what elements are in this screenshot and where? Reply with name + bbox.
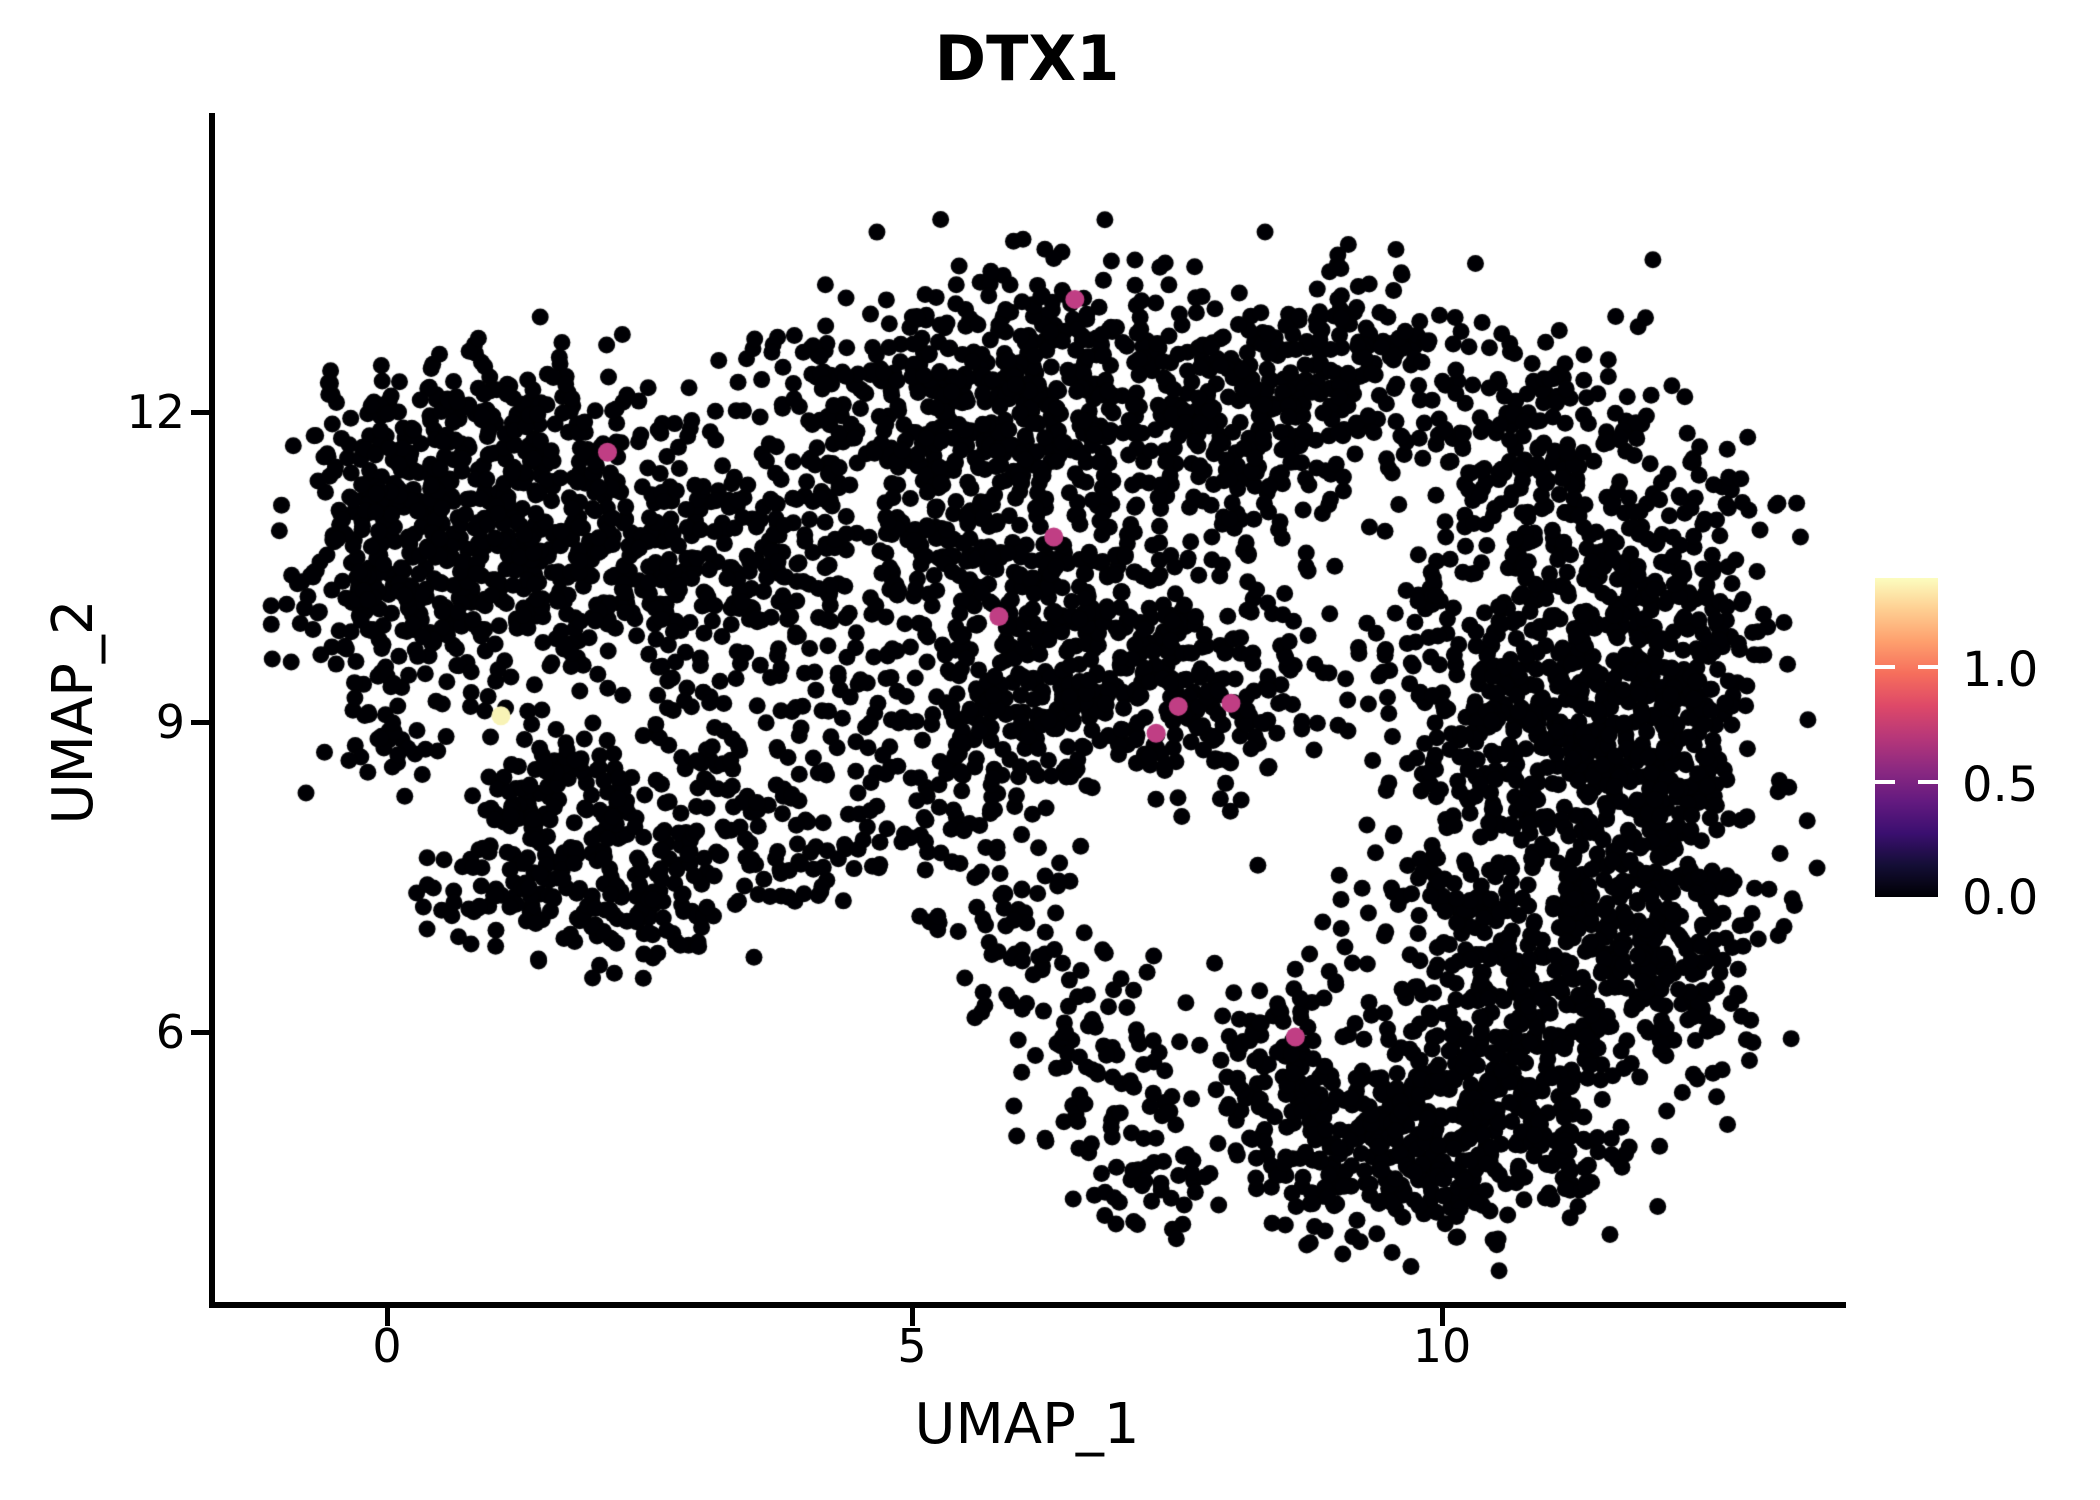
colorbar-label-1.0: 1.0 bbox=[1962, 642, 2039, 698]
x-tick-label-10: 10 bbox=[1412, 1319, 1472, 1373]
y-tickmark-12 bbox=[191, 410, 210, 415]
y-axis-line bbox=[209, 113, 215, 1308]
colorbar-gradient bbox=[1875, 578, 1938, 897]
x-tick-label-5: 5 bbox=[897, 1319, 927, 1373]
colorbar-tick-0.5-right bbox=[1918, 780, 1938, 784]
x-tickmark-5 bbox=[910, 1307, 915, 1326]
colorbar-tick-1.0-right bbox=[1918, 665, 1938, 669]
colorbar-label-0.0: 0.0 bbox=[1962, 870, 2039, 926]
y-tick-label-12: 12 bbox=[126, 385, 185, 439]
y-tickmark-9 bbox=[191, 720, 210, 725]
colorbar-tick-1.0-left bbox=[1875, 665, 1895, 669]
y-tick-label-6: 6 bbox=[155, 1005, 185, 1059]
x-tick-label-0: 0 bbox=[372, 1319, 402, 1373]
y-tick-label-9: 9 bbox=[155, 695, 185, 749]
colorbar-tick-0.5-left bbox=[1875, 780, 1895, 784]
y-tickmark-6 bbox=[191, 1030, 210, 1035]
x-axis-label: UMAP_1 bbox=[914, 1392, 1140, 1457]
x-tickmark-10 bbox=[1440, 1307, 1445, 1326]
colorbar-label-0.5: 0.5 bbox=[1962, 757, 2039, 813]
x-tickmark-0 bbox=[385, 1307, 390, 1326]
x-axis-line bbox=[209, 1302, 1846, 1308]
y-axis-label: UMAP_2 bbox=[41, 599, 106, 825]
plot-title: DTX1 bbox=[934, 22, 1120, 95]
